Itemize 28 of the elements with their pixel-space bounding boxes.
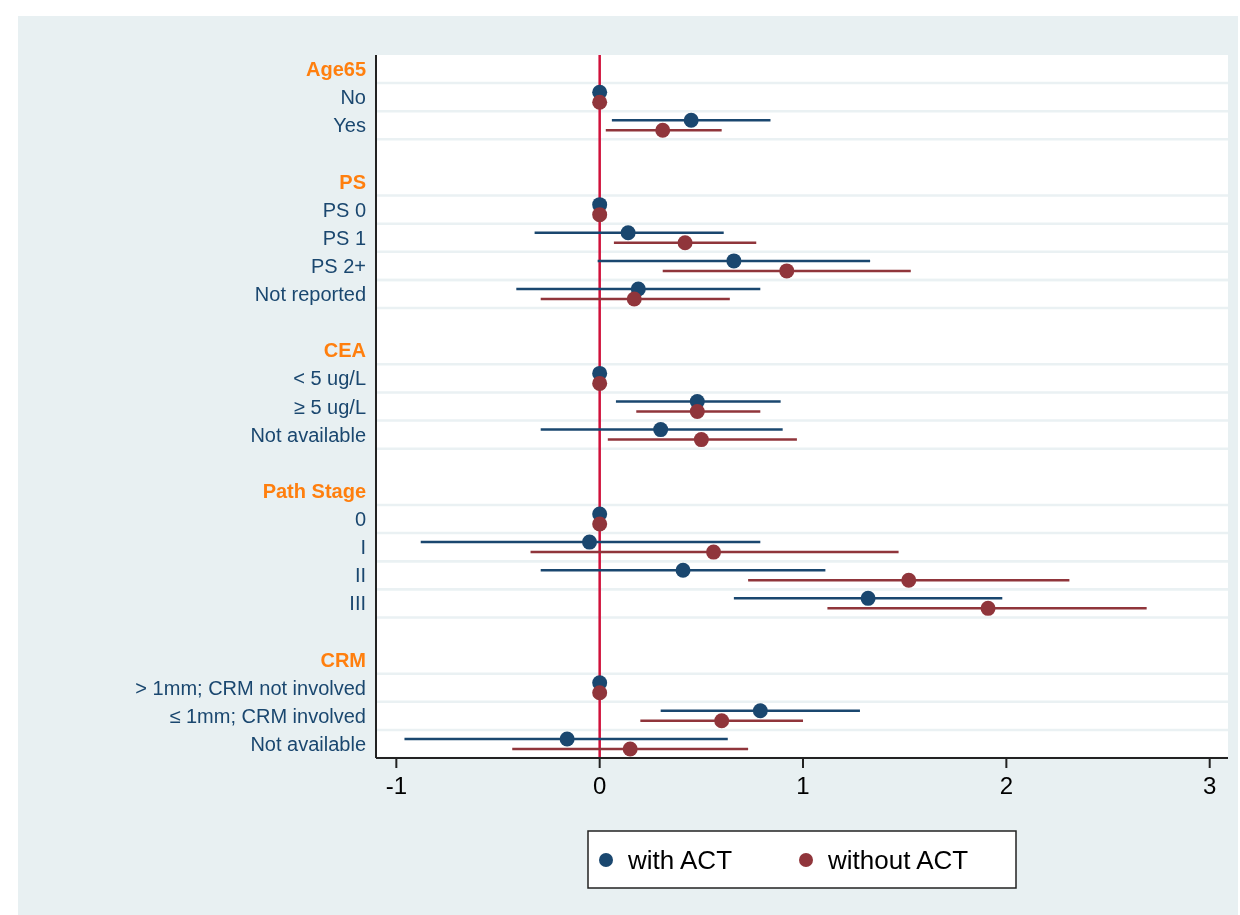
y-tick-label: Not available [250,423,366,446]
y-tick-label: Path Stage [262,479,366,502]
y-tick-label: CEA [323,339,366,362]
y-tick-label: 0 [354,507,366,530]
y-tick-label: Age65 [305,58,366,81]
x-tick-label: 1 [796,772,810,799]
x-tick-label: -1 [385,772,408,799]
y-tick-label: Yes [333,114,366,137]
y-tick-label: III [349,592,366,615]
y-tick-label: CRM [320,648,366,671]
y-tick-label: PS 0 [322,198,366,221]
y-tick-label: < 5 ug/L [293,367,366,390]
y-tick-label: Not available [250,732,366,755]
y-tick-label: Not reported [254,283,366,306]
legend-label: without ACT [827,845,969,876]
y-tick-label: PS [339,170,366,193]
y-tick-label: PS 1 [322,226,366,249]
y-tick-label: I [360,536,366,559]
y-tick-label: ≥ 5 ug/L [293,395,366,418]
y-tick-label: II [354,564,366,587]
x-tick-label: 0 [593,772,607,799]
x-tick-label: 3 [1203,772,1217,799]
legend-label: with ACT [627,845,733,876]
y-tick-label: PS 2+ [310,254,366,277]
x-tick-label: 2 [999,772,1014,799]
y-tick-label: > 1mm; CRM not involved [135,676,366,699]
y-tick-label: ≤ 1mm; CRM involved [169,704,366,727]
y-tick-label: No [340,86,366,109]
